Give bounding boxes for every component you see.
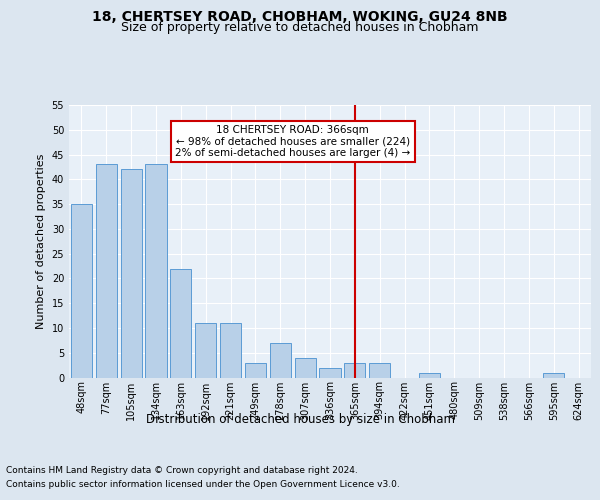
Bar [270,343,291,378]
Bar [71,204,92,378]
Bar [195,323,216,378]
Bar [145,164,167,378]
Bar [245,362,266,378]
Bar [170,268,191,378]
Bar [295,358,316,378]
Bar [419,372,440,378]
Bar [344,362,365,378]
Text: Size of property relative to detached houses in Chobham: Size of property relative to detached ho… [121,21,479,34]
Text: Distribution of detached houses by size in Chobham: Distribution of detached houses by size … [146,412,455,426]
Bar [220,323,241,378]
Bar [543,372,564,378]
Text: 18 CHERTSEY ROAD: 366sqm
← 98% of detached houses are smaller (224)
2% of semi-d: 18 CHERTSEY ROAD: 366sqm ← 98% of detach… [175,125,410,158]
Bar [96,164,117,378]
Text: Contains public sector information licensed under the Open Government Licence v3: Contains public sector information licen… [6,480,400,489]
Y-axis label: Number of detached properties: Number of detached properties [36,154,46,329]
Bar [319,368,341,378]
Text: Contains HM Land Registry data © Crown copyright and database right 2024.: Contains HM Land Registry data © Crown c… [6,466,358,475]
Bar [121,170,142,378]
Bar [369,362,390,378]
Text: 18, CHERTSEY ROAD, CHOBHAM, WOKING, GU24 8NB: 18, CHERTSEY ROAD, CHOBHAM, WOKING, GU24… [92,10,508,24]
